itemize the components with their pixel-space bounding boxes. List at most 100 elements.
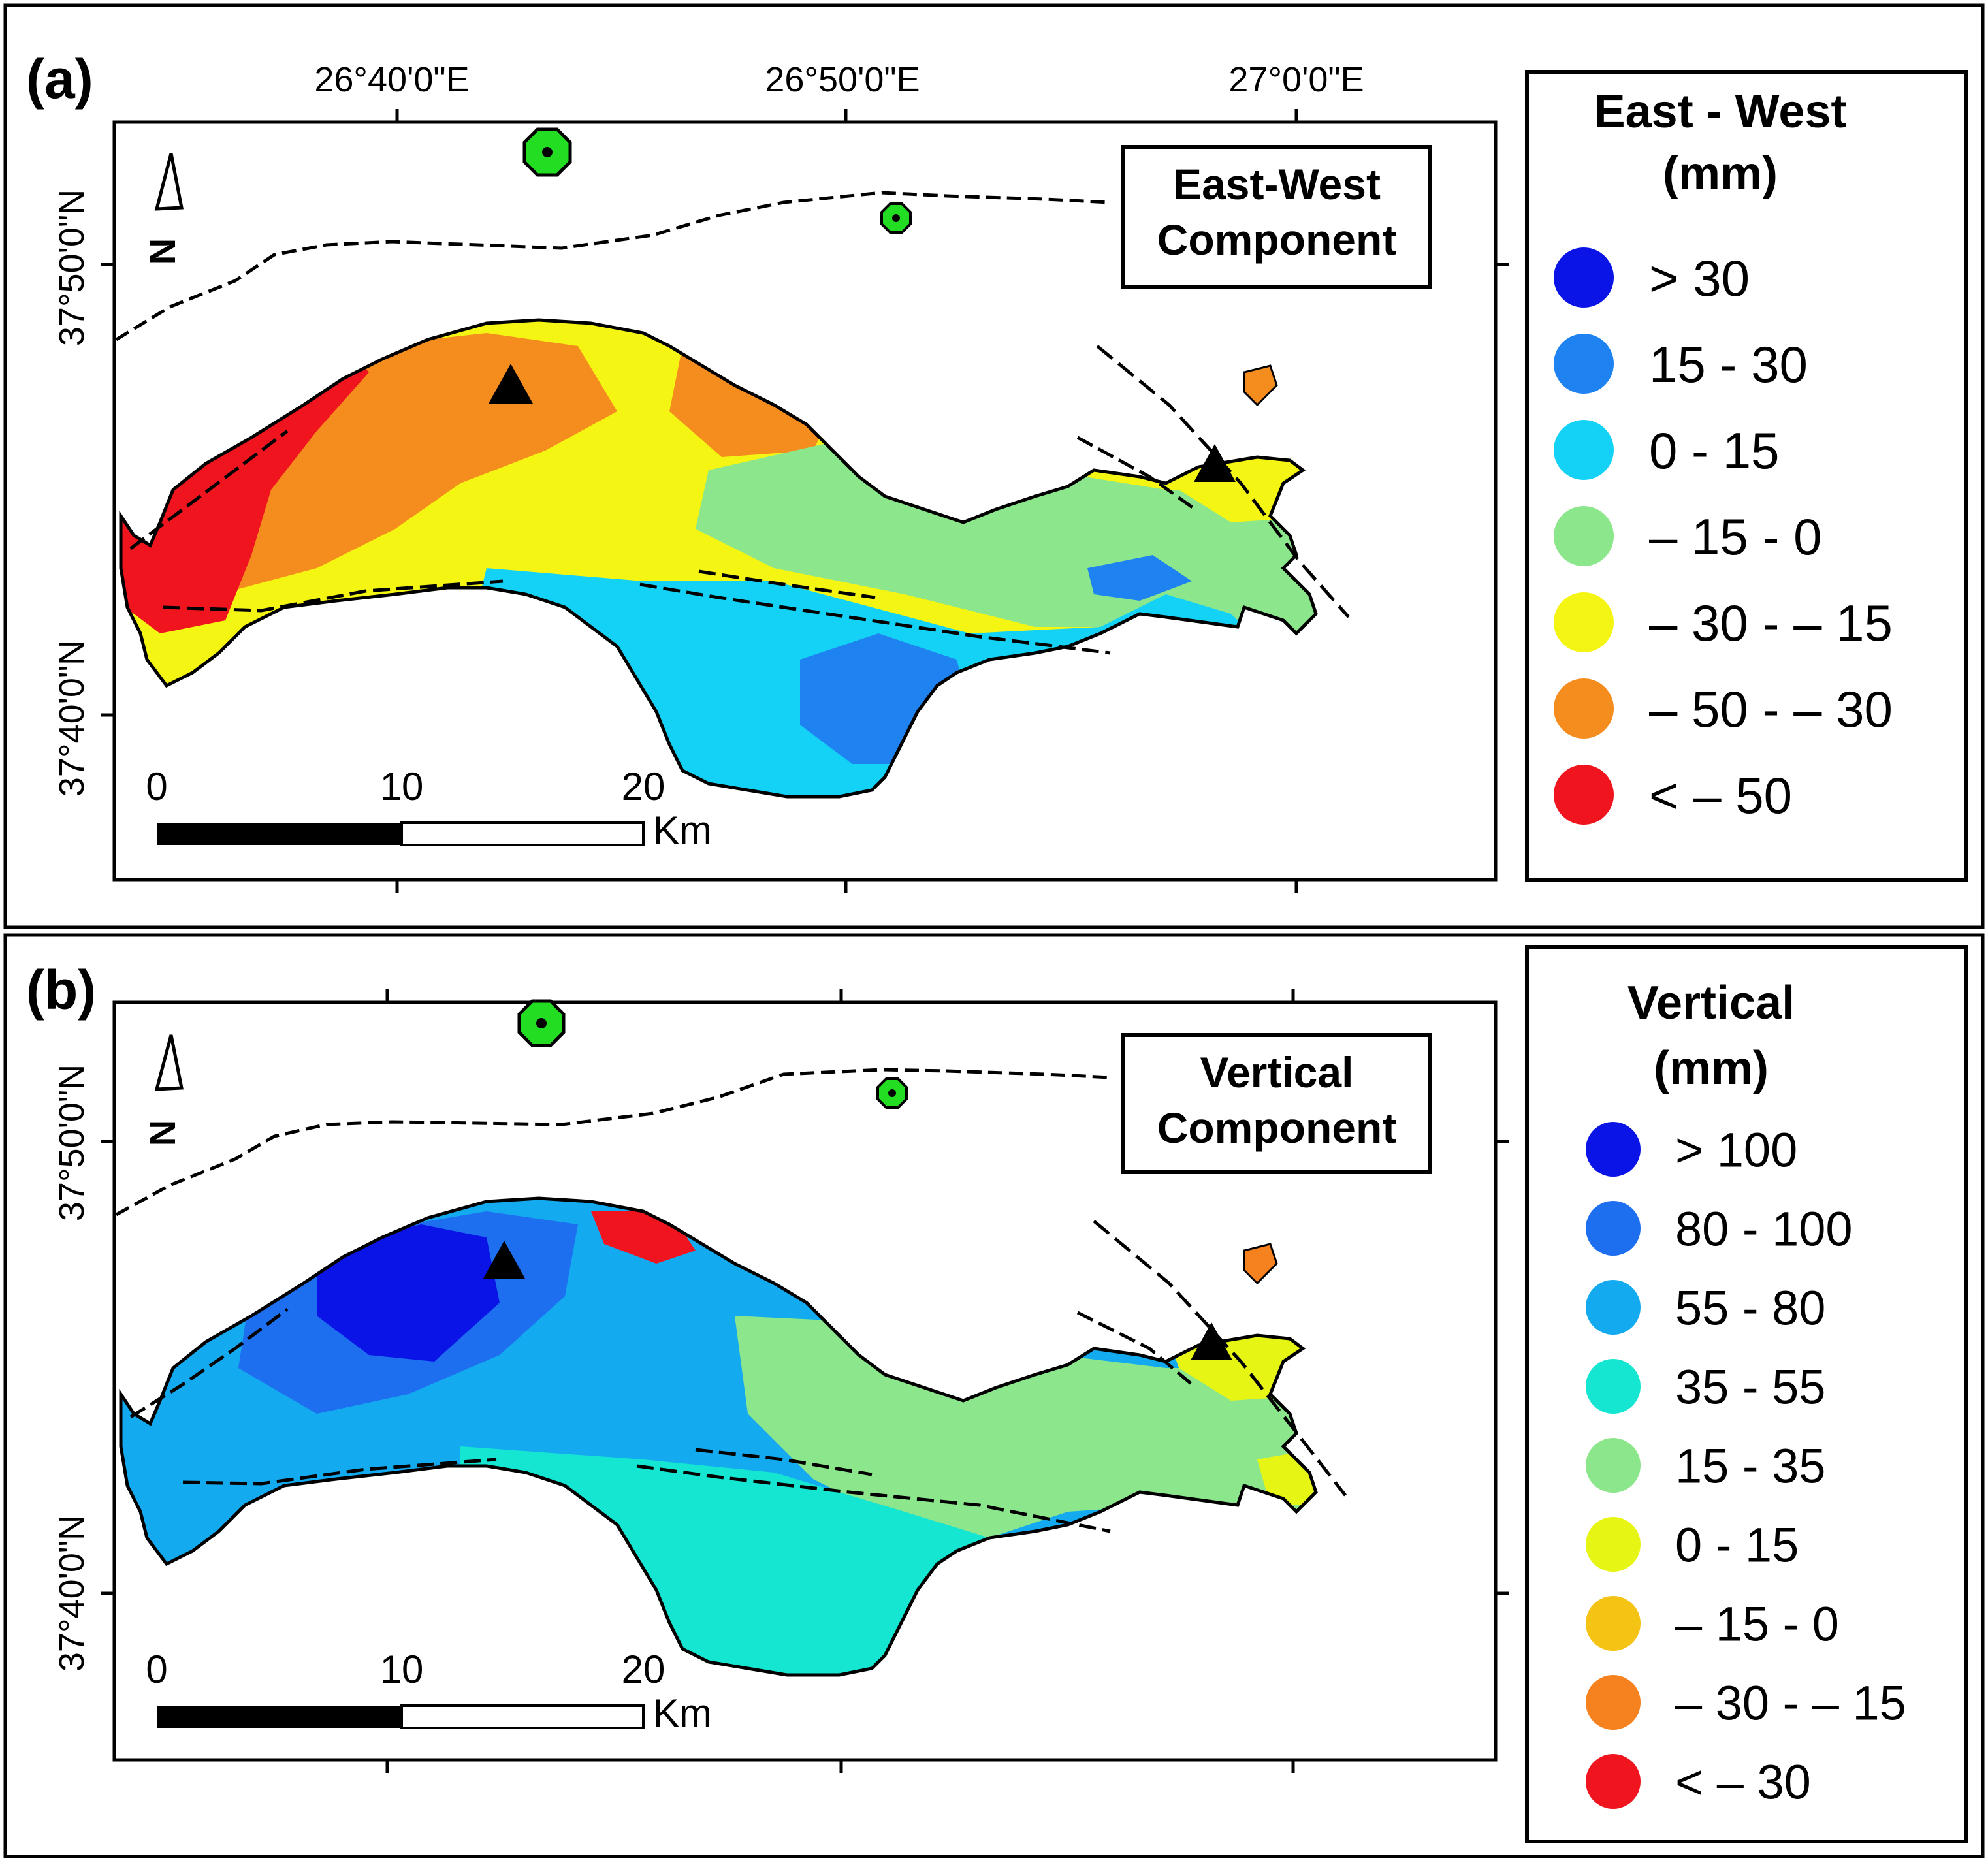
legend-label: 35 - 55 bbox=[1675, 1360, 1825, 1414]
gps-station-icon bbox=[517, 999, 566, 1047]
fault-line bbox=[115, 1068, 1111, 1217]
legend-swatch bbox=[1554, 765, 1614, 825]
legend-swatch bbox=[1586, 1517, 1641, 1572]
legend-label: > 30 bbox=[1649, 249, 1750, 307]
scale-unit: Km bbox=[653, 808, 712, 852]
fault-line bbox=[1093, 1220, 1347, 1497]
fault-line bbox=[129, 1308, 289, 1419]
legend-label: – 30 - – 15 bbox=[1675, 1676, 1906, 1730]
scale-tick: 0 bbox=[146, 765, 167, 808]
latitude-label: 37°40'0"N bbox=[52, 1515, 91, 1672]
component-title-box: Vertical Component bbox=[1121, 1033, 1432, 1174]
longitude-label: 27°0'0"E bbox=[1228, 60, 1364, 99]
triangle-marker-icon bbox=[1191, 1322, 1232, 1360]
scale-bar: 0 10 20 Km bbox=[146, 1648, 712, 1735]
panel-a: (a) 26°40'0"E 26°50'0"E 27°0'0"E 37°50'0… bbox=[3, 3, 1985, 929]
fault-line bbox=[636, 1464, 1111, 1533]
scale-tick: 20 bbox=[622, 1648, 665, 1691]
legend-title-line1: East - West bbox=[1594, 86, 1847, 138]
legend-swatch bbox=[1554, 420, 1614, 480]
panel-label: (a) bbox=[26, 48, 93, 110]
legend-label: – 50 - – 30 bbox=[1649, 680, 1893, 738]
zone-west bbox=[121, 346, 369, 633]
legend-swatch bbox=[1586, 1122, 1641, 1177]
latitude-label: 37°50'0"N bbox=[52, 189, 91, 346]
legend-label: 80 - 100 bbox=[1675, 1202, 1853, 1256]
fault-line bbox=[1076, 436, 1196, 511]
gps-station-icon bbox=[880, 202, 912, 234]
legend-label: < – 30 bbox=[1675, 1755, 1811, 1809]
component-title-line2: Component bbox=[1157, 215, 1397, 264]
fault-line bbox=[163, 579, 504, 613]
legend-title-line2: (mm) bbox=[1654, 1042, 1769, 1094]
legend-swatch bbox=[1586, 1438, 1641, 1493]
fault-line bbox=[115, 191, 1111, 342]
legend-label: – 15 - 0 bbox=[1675, 1597, 1839, 1651]
triangle-marker-icon bbox=[1194, 444, 1236, 482]
legend-swatch bbox=[1554, 506, 1614, 566]
scale-tick: 20 bbox=[622, 765, 665, 808]
legend: Vertical (mm) > 100 80 - 100 55 - 80 35 - 5… bbox=[1525, 945, 1968, 1843]
gps-station-icon bbox=[522, 127, 572, 177]
component-title-line2: Component bbox=[1157, 1104, 1397, 1152]
legend-frame bbox=[1525, 70, 1968, 882]
legend-swatch bbox=[1586, 1754, 1641, 1809]
triangle-marker-icon bbox=[483, 1241, 525, 1279]
fault-line bbox=[1076, 1311, 1193, 1386]
zone-patch bbox=[317, 1224, 500, 1362]
fault-line bbox=[182, 1458, 497, 1486]
longitude-label: 26°50'0"E bbox=[765, 60, 920, 99]
fault-line bbox=[639, 582, 1111, 655]
north-arrow-icon: N bbox=[142, 153, 184, 264]
fault-line bbox=[698, 569, 876, 599]
legend-title-line2: (mm) bbox=[1663, 148, 1778, 200]
scale-tick: 10 bbox=[380, 1648, 424, 1691]
north-arrow-icon: N bbox=[142, 1034, 184, 1146]
legend-swatch bbox=[1554, 334, 1614, 394]
component-title-line1: Vertical bbox=[1200, 1048, 1354, 1096]
legend-label: 0 - 15 bbox=[1675, 1518, 1799, 1572]
legend-label: 15 - 30 bbox=[1649, 336, 1808, 393]
map-area: N 0 10 20 Km East-West Component bbox=[101, 109, 1509, 893]
scale-unit: Km bbox=[653, 1691, 712, 1735]
fault-line bbox=[129, 430, 289, 550]
legend-swatch bbox=[1586, 1359, 1641, 1414]
zone-northeast-patch bbox=[669, 346, 839, 457]
legend-swatch bbox=[1554, 678, 1614, 739]
legend-swatch bbox=[1586, 1201, 1641, 1256]
legend-swatch bbox=[1554, 247, 1614, 308]
legend-label: 0 - 15 bbox=[1649, 422, 1779, 479]
component-title-line1: East-West bbox=[1173, 160, 1381, 208]
legend-swatch bbox=[1586, 1596, 1641, 1651]
gps-station-icon bbox=[876, 1077, 908, 1109]
panel-label: (b) bbox=[26, 959, 96, 1021]
legend-label: > 100 bbox=[1675, 1123, 1797, 1177]
legend: East - West (mm) > 30 15 - 30 0 - 15 – 15 -… bbox=[1525, 70, 1968, 882]
latitude-label: 37°40'0"N bbox=[52, 640, 91, 797]
north-label: N bbox=[142, 238, 183, 264]
longitude-label: 26°40'0"E bbox=[314, 60, 469, 99]
scale-tick: 10 bbox=[380, 765, 424, 808]
legend-swatch bbox=[1586, 1675, 1641, 1730]
islet bbox=[1243, 364, 1278, 407]
zone-peninsula-east bbox=[1257, 1446, 1316, 1505]
fault-line bbox=[695, 1448, 873, 1476]
panel-b: (b) 37°50'0"N 37°40'0"N bbox=[3, 933, 1985, 1858]
legend-label: < – 50 bbox=[1649, 767, 1792, 824]
legend-label: – 30 - – 15 bbox=[1649, 594, 1893, 652]
legend-label: 55 - 80 bbox=[1675, 1281, 1825, 1335]
fault-line bbox=[1096, 345, 1350, 618]
latitude-label: 37°50'0"N bbox=[52, 1064, 91, 1221]
north-label: N bbox=[142, 1120, 183, 1146]
legend-title-line1: Vertical bbox=[1627, 977, 1795, 1029]
zone-patch-east bbox=[1087, 555, 1192, 601]
legend-swatch bbox=[1554, 592, 1614, 652]
legend-label: 15 - 35 bbox=[1675, 1439, 1825, 1493]
islet bbox=[1243, 1243, 1278, 1285]
legend-swatch bbox=[1586, 1280, 1641, 1335]
triangle-marker-icon bbox=[489, 364, 533, 404]
legend-label: – 15 - 0 bbox=[1649, 508, 1822, 566]
component-title-box: East-West Component bbox=[1121, 145, 1432, 289]
